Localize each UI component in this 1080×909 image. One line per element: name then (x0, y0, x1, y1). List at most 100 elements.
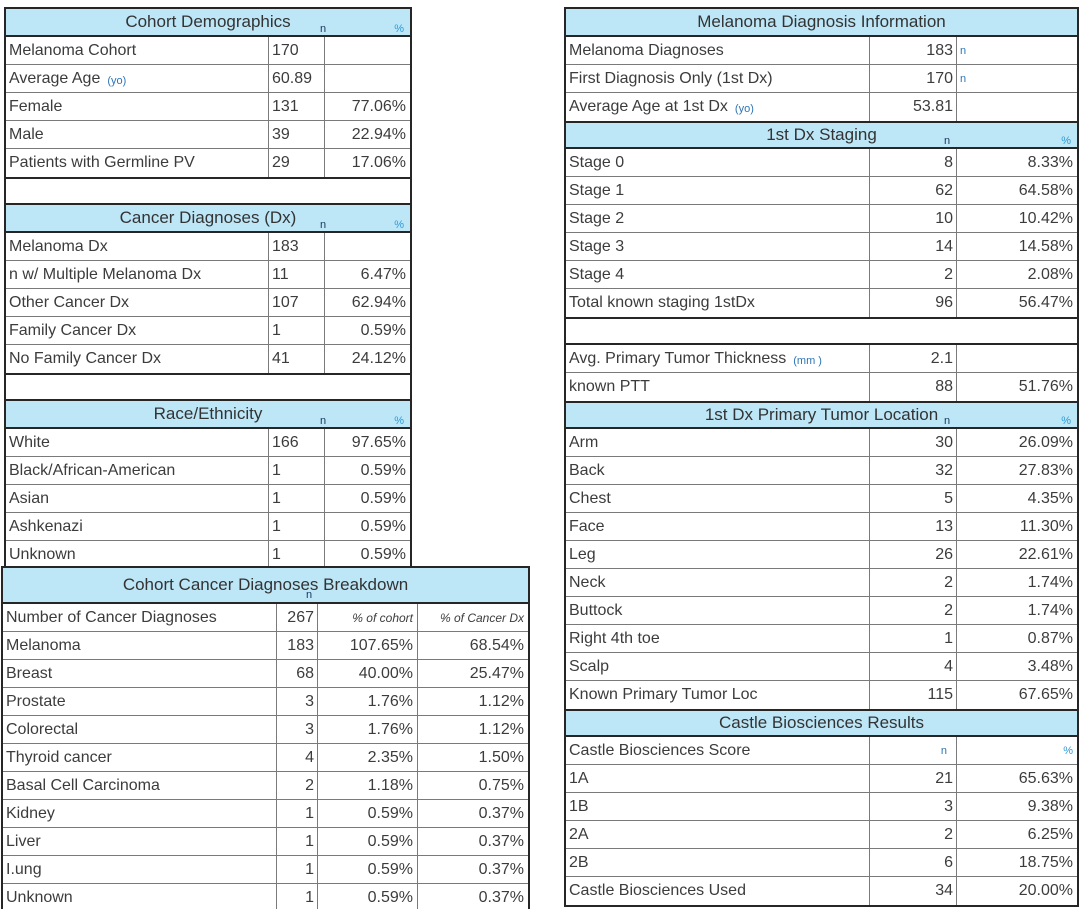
table-cell[interactable]: Thyroid cancer (3, 744, 276, 771)
table-cell[interactable]: Melanoma Diagnoses (566, 37, 869, 64)
table-cell[interactable]: 4 (869, 653, 956, 680)
table-cell[interactable]: 0.37% (417, 828, 528, 855)
table-cell[interactable]: 25.47% (417, 660, 528, 687)
table-cell[interactable]: 60.89 (268, 65, 324, 92)
table-cell[interactable]: 1 (276, 828, 317, 855)
table-cell[interactable]: 2 (869, 569, 956, 596)
table-cell[interactable]: 2 (276, 772, 317, 799)
table-cell[interactable]: 2 (869, 261, 956, 288)
table-cell[interactable]: 96 (869, 289, 956, 317)
table-cell[interactable]: Buttock (566, 597, 869, 624)
table-cell[interactable]: 166 (268, 429, 324, 456)
table-cell[interactable]: 1.50% (417, 744, 528, 771)
table-cell[interactable]: 3.48% (956, 653, 1077, 680)
table-cell[interactable]: n (956, 65, 1077, 92)
table-cell[interactable]: Male (6, 121, 268, 148)
table-cell[interactable]: n w/ Multiple Melanoma Dx (6, 261, 268, 288)
table-cell[interactable]: 29 (268, 149, 324, 177)
section-header-staging[interactable]: 1st Dx Staging n % (566, 121, 1077, 149)
table-cell[interactable]: 131 (268, 93, 324, 120)
table-cell[interactable]: No Family Cancer Dx (6, 345, 268, 373)
table-cell[interactable]: 0.37% (417, 856, 528, 883)
table-cell[interactable]: Castle Biosciences Used (566, 877, 869, 905)
table-cell[interactable]: 267 (276, 604, 317, 631)
table-cell[interactable]: Face (566, 513, 869, 540)
table-cell[interactable]: 14.58% (956, 233, 1077, 260)
table-cell[interactable]: Arm (566, 429, 869, 456)
table-cell[interactable]: Stage 2 (566, 205, 869, 232)
table-cell[interactable]: known PTT (566, 373, 869, 401)
table-cell[interactable]: 2.1 (869, 345, 956, 372)
table-cell[interactable]: 68.54% (417, 632, 528, 659)
table-cell[interactable] (956, 93, 1077, 121)
section-header-tumor-location[interactable]: 1st Dx Primary Tumor Location n % (566, 401, 1077, 429)
table-cell[interactable]: 2.35% (317, 744, 417, 771)
table-cell[interactable]: 6.47% (324, 261, 410, 288)
table-cell[interactable]: 4 (276, 744, 317, 771)
blank-row[interactable] (6, 177, 410, 205)
table-cell[interactable]: 0.59% (324, 457, 410, 484)
section-header-race-ethnicity[interactable]: Race/Ethnicity n % (6, 401, 410, 429)
table-cell[interactable]: 2 (869, 821, 956, 848)
table-cell[interactable]: 1.76% (317, 688, 417, 715)
table-cell[interactable]: Melanoma Dx (6, 233, 268, 260)
table-cell[interactable] (324, 37, 410, 64)
table-cell[interactable]: 26 (869, 541, 956, 568)
table-cell[interactable]: 170 (869, 65, 956, 92)
table-cell[interactable]: 0.75% (417, 772, 528, 799)
blank-row[interactable] (566, 317, 1077, 345)
table-cell[interactable]: 18.75% (956, 849, 1077, 876)
table-cell[interactable]: Neck (566, 569, 869, 596)
table-cell[interactable]: 183 (268, 233, 324, 260)
table-cell[interactable]: 115 (869, 681, 956, 709)
table-cell[interactable]: 0.37% (417, 800, 528, 827)
table-cell[interactable]: 67.65% (956, 681, 1077, 709)
table-cell[interactable]: Ashkenazi (6, 513, 268, 540)
table-cell[interactable]: 8 (869, 149, 956, 176)
table-cell[interactable]: 51.76% (956, 373, 1077, 401)
table-cell[interactable]: 40.00% (317, 660, 417, 687)
table-cell[interactable]: 107 (268, 289, 324, 316)
table-cell[interactable]: 0.59% (317, 856, 417, 883)
table-cell[interactable]: 10.42% (956, 205, 1077, 232)
table-cell[interactable]: 39 (268, 121, 324, 148)
table-cell[interactable]: Basal Cell Carcinoma (3, 772, 276, 799)
section-header-cohort-demographics[interactable]: Cohort Demographics n % (6, 9, 410, 37)
table-cell[interactable]: 183 (869, 37, 956, 64)
table-cell[interactable]: 22.94% (324, 121, 410, 148)
table-cell[interactable]: 77.06% (324, 93, 410, 120)
table-cell[interactable]: 1 (268, 541, 324, 569)
table-cell[interactable]: Breast (3, 660, 276, 687)
table-cell[interactable]: 107.65% (317, 632, 417, 659)
table-cell[interactable]: 3 (869, 793, 956, 820)
table-cell[interactable]: 56.47% (956, 289, 1077, 317)
table-cell[interactable]: Average Age at 1st Dx (yo) (566, 93, 869, 121)
table-cell[interactable]: Known Primary Tumor Loc (566, 681, 869, 709)
table-cell[interactable]: Stage 1 (566, 177, 869, 204)
table-cell[interactable]: 21 (869, 765, 956, 792)
table-cell[interactable]: 13 (869, 513, 956, 540)
table-cell[interactable]: 26.09% (956, 429, 1077, 456)
section-header-cancer-diagnoses[interactable]: Cancer Diagnoses (Dx) n % (6, 205, 410, 233)
table-cell[interactable]: Prostate (3, 688, 276, 715)
table-cell[interactable]: Stage 4 (566, 261, 869, 288)
table-cell[interactable]: 10 (869, 205, 956, 232)
table-cell[interactable]: Liver (3, 828, 276, 855)
table-cell[interactable]: Family Cancer Dx (6, 317, 268, 344)
table-cell[interactable]: 2.08% (956, 261, 1077, 288)
table-cell[interactable]: Total known staging 1stDx (566, 289, 869, 317)
table-cell[interactable]: 1 (276, 800, 317, 827)
table-cell[interactable]: 0.37% (417, 884, 528, 909)
table-cell[interactable]: 32 (869, 457, 956, 484)
table-cell[interactable]: 97.65% (324, 429, 410, 456)
table-cell[interactable]: 0.59% (324, 513, 410, 540)
table-cell[interactable] (324, 233, 410, 260)
table-cell[interactable]: Average Age (yo) (6, 65, 268, 92)
table-cell[interactable]: 2A (566, 821, 869, 848)
table-cell[interactable]: 88 (869, 373, 956, 401)
table-cell[interactable]: 3 (276, 716, 317, 743)
blank-row[interactable] (6, 373, 410, 401)
table-cell[interactable]: 1 (276, 884, 317, 909)
table-cell[interactable]: Patients with Germline PV (6, 149, 268, 177)
table-cell[interactable]: 1A (566, 765, 869, 792)
